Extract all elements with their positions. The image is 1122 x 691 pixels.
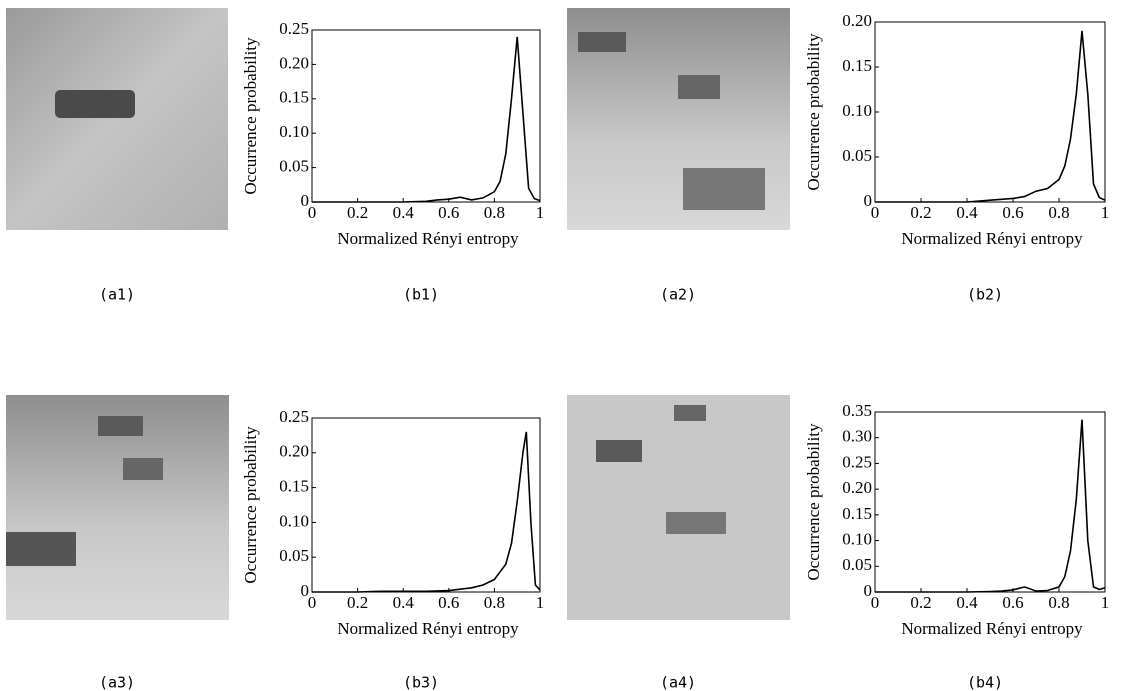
y-tick-label: 0.25 bbox=[279, 19, 309, 38]
x-tick-label: 0.4 bbox=[956, 203, 978, 222]
data-line bbox=[312, 36, 541, 203]
y-tick-label: 0.35 bbox=[842, 401, 872, 420]
x-axis-label: Normalized Rényi entropy bbox=[901, 619, 1083, 638]
plot-frame bbox=[311, 417, 541, 593]
chart-caption: (b4) bbox=[967, 674, 1003, 691]
x-tick-label: 0.4 bbox=[393, 203, 415, 222]
x-tick-label: 0.6 bbox=[1002, 203, 1023, 222]
x-tick-label: 0 bbox=[308, 593, 317, 612]
x-axis-label: Normalized Rényi entropy bbox=[901, 229, 1083, 248]
y-tick-label: 0.20 bbox=[842, 478, 872, 497]
x-axis-label: Normalized Rényi entropy bbox=[337, 229, 519, 248]
x-tick-label: 0 bbox=[871, 203, 880, 222]
photo-a4 bbox=[567, 395, 790, 620]
x-tick-label: 0.4 bbox=[393, 593, 415, 612]
x-tick-label: 0.6 bbox=[438, 593, 459, 612]
y-tick-label: 0.05 bbox=[279, 546, 309, 565]
x-tick-label: 0.6 bbox=[1002, 593, 1023, 612]
plot-frame bbox=[874, 21, 1106, 203]
y-tick-label: 0.15 bbox=[842, 56, 872, 75]
data-line bbox=[875, 419, 1106, 593]
x-tick-label: 0.2 bbox=[347, 593, 368, 612]
chart-caption: (b2) bbox=[967, 286, 1003, 304]
y-tick-label: 0.20 bbox=[279, 53, 309, 72]
photo-a3 bbox=[6, 395, 229, 620]
y-axis-label: Occurrence probability bbox=[241, 37, 260, 195]
y-tick-label: 0 bbox=[864, 191, 873, 210]
plot-frame bbox=[311, 29, 541, 203]
y-tick-label: 0.25 bbox=[842, 452, 872, 471]
plot-frame bbox=[874, 411, 1106, 593]
y-tick-label: 0.25 bbox=[279, 407, 309, 426]
y-tick-label: 0.05 bbox=[842, 555, 872, 574]
x-tick-label: 0.8 bbox=[1048, 593, 1069, 612]
chart-caption: (b3) bbox=[403, 674, 439, 691]
y-axis-label: Occurrence probability bbox=[804, 33, 823, 191]
y-tick-label: 0.10 bbox=[279, 122, 309, 141]
y-tick-label: 0.05 bbox=[842, 146, 872, 165]
x-tick-label: 1 bbox=[536, 593, 545, 612]
y-tick-label: 0.05 bbox=[279, 157, 309, 176]
image-caption: (a3) bbox=[99, 674, 135, 691]
x-tick-label: 0.2 bbox=[910, 203, 931, 222]
y-tick-label: 0.20 bbox=[842, 11, 872, 30]
image-caption: (a1) bbox=[99, 286, 135, 304]
y-tick-label: 0.20 bbox=[279, 442, 309, 461]
y-tick-label: 0.15 bbox=[279, 88, 309, 107]
data-line bbox=[875, 30, 1106, 203]
y-tick-label: 0.10 bbox=[842, 101, 872, 120]
x-tick-label: 1 bbox=[536, 203, 545, 222]
x-tick-label: 0 bbox=[871, 593, 880, 612]
y-axis-label: Occurrence probability bbox=[804, 423, 823, 581]
y-tick-label: 0 bbox=[301, 191, 310, 210]
y-tick-label: 0.10 bbox=[279, 511, 309, 530]
x-tick-label: 0.8 bbox=[484, 203, 505, 222]
image-caption: (a4) bbox=[660, 674, 696, 691]
image-caption: (a2) bbox=[660, 286, 696, 304]
x-tick-label: 0.2 bbox=[347, 203, 368, 222]
x-tick-label: 0.8 bbox=[484, 593, 505, 612]
chart-caption: (b1) bbox=[403, 286, 439, 304]
data-line bbox=[312, 431, 541, 593]
y-tick-label: 0 bbox=[864, 581, 873, 600]
y-tick-label: 0.10 bbox=[842, 529, 872, 548]
y-axis-label: Occurrence probability bbox=[241, 426, 260, 584]
x-tick-label: 0.8 bbox=[1048, 203, 1069, 222]
y-tick-label: 0 bbox=[301, 581, 310, 600]
y-tick-label: 0.30 bbox=[842, 427, 872, 446]
x-tick-label: 1 bbox=[1101, 593, 1110, 612]
x-axis-label: Normalized Rényi entropy bbox=[337, 619, 519, 638]
y-tick-label: 0.15 bbox=[842, 504, 872, 523]
x-tick-label: 0.2 bbox=[910, 593, 931, 612]
x-tick-label: 0.4 bbox=[956, 593, 978, 612]
photo-a2 bbox=[567, 8, 790, 230]
x-tick-label: 0 bbox=[308, 203, 317, 222]
x-tick-label: 0.6 bbox=[438, 203, 459, 222]
photo-a1 bbox=[6, 8, 228, 230]
y-tick-label: 0.15 bbox=[279, 477, 309, 496]
x-tick-label: 1 bbox=[1101, 203, 1110, 222]
